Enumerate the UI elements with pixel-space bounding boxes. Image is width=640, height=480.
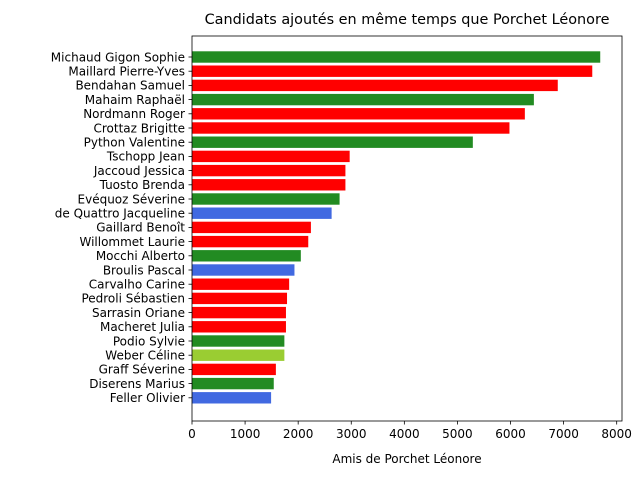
y-tick-label: Graff Séverine	[99, 363, 185, 377]
bar	[192, 136, 473, 148]
y-tick-label: Python Valentine	[84, 136, 185, 150]
bar	[192, 235, 309, 248]
y-tick-label: Carvalho Carine	[89, 278, 185, 292]
bar	[192, 193, 340, 205]
bar	[192, 207, 332, 219]
bar	[192, 221, 311, 234]
bar	[192, 377, 274, 390]
x-tick-label: 0	[188, 427, 196, 441]
x-tick-label: 6000	[495, 427, 526, 441]
y-tick-label: de Quattro Jacqueline	[55, 207, 185, 221]
y-tick-label: Mocchi Alberto	[96, 249, 185, 263]
y-tick-label: Evéquoz Séverine	[78, 192, 185, 206]
bar	[192, 292, 288, 305]
y-tick-label: Tuosto Brenda	[99, 178, 185, 192]
y-tick-label: Willommet Laurie	[79, 235, 185, 249]
bar	[192, 150, 350, 163]
x-tick-label: 2000	[283, 427, 314, 441]
bar	[192, 108, 525, 120]
bar	[192, 179, 346, 191]
y-tick-label: Crottaz Brigitte	[93, 121, 185, 135]
bar	[192, 164, 346, 177]
bar	[192, 363, 276, 376]
y-tick-label: Podio Sylvie	[113, 334, 185, 348]
bar	[192, 122, 510, 134]
y-tick-label: Tschopp Jean	[106, 150, 185, 164]
bar	[192, 278, 290, 290]
y-tick-label: Bendahan Samuel	[75, 79, 185, 93]
y-tick-label: Nordmann Roger	[83, 107, 185, 121]
x-axis-label: Amis de Porchet Léonore	[332, 452, 481, 466]
bar	[192, 335, 285, 347]
bar	[192, 264, 295, 276]
y-tick-label: Feller Olivier	[110, 391, 185, 405]
y-tick-label: Broulis Pascal	[103, 263, 185, 277]
x-tick-label: 8000	[601, 427, 632, 441]
x-tick-label: 5000	[442, 427, 473, 441]
bar	[192, 392, 272, 404]
x-tick-label: 1000	[230, 427, 261, 441]
y-tick-label: Michaud Gigon Sophie	[51, 50, 185, 64]
y-tick-label: Jaccoud Jessica	[93, 164, 185, 178]
y-tick-label: Macheret Julia	[100, 320, 185, 334]
bar	[192, 79, 558, 92]
axes-frame	[191, 35, 623, 422]
bar	[192, 65, 593, 77]
x-tick-label: 7000	[548, 427, 579, 441]
chart-title: Candidats ajoutés en même temps que Porc…	[205, 12, 610, 28]
y-tick-label: Diserens Marius	[89, 377, 185, 391]
y-tick-label: Sarrasin Oriane	[92, 306, 185, 320]
y-tick-label: Maillard Pierre-Yves	[68, 65, 185, 79]
bar	[192, 349, 285, 361]
y-tick-label: Pedroli Sébastien	[81, 292, 185, 306]
y-tick-label: Mahaim Raphaël	[85, 93, 185, 107]
bar	[192, 306, 286, 319]
bars-layer	[192, 51, 601, 404]
plot-frame	[191, 35, 623, 422]
bar	[192, 51, 601, 63]
bar	[192, 321, 286, 333]
x-tick-label: 3000	[336, 427, 367, 441]
x-axis-ticks: 0 1000 2000 3000 4000 5000 6000 7000 8000	[188, 421, 632, 441]
bar	[192, 93, 534, 106]
x-tick-label: 4000	[389, 427, 420, 441]
y-tick-label: Weber Céline	[105, 349, 185, 363]
bar	[192, 250, 301, 262]
y-tick-label: Gaillard Benoît	[96, 221, 185, 235]
